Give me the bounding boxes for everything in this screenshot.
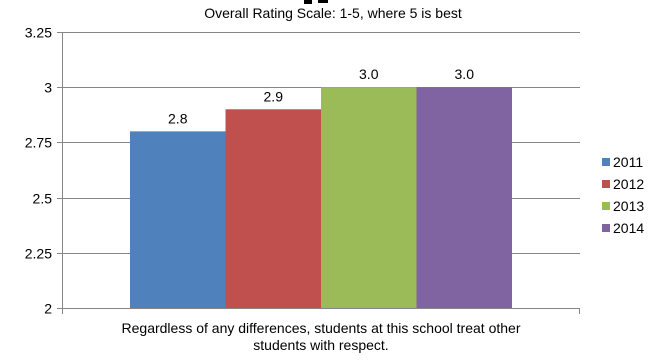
axes (57, 32, 580, 314)
legend-label-2013: 2013 (613, 198, 644, 214)
legend-swatch-2014 (602, 224, 610, 232)
legend-swatch-2012 (602, 180, 610, 188)
data-label-2014: 3.0 (455, 66, 475, 82)
legend-swatch-2013 (602, 202, 610, 210)
bar-2012 (225, 109, 321, 308)
bar-2013 (321, 87, 417, 308)
y-tick-label: 2.5 (33, 191, 53, 207)
legend-swatch-2011 (602, 158, 610, 166)
data-label-2013: 3.0 (359, 66, 379, 82)
bar-2011 (130, 131, 226, 308)
y-tick-label: 2.75 (25, 135, 52, 151)
cropped-title-fragment (304, 0, 328, 4)
data-labels: 2.8 2.9 3.0 3.0 (168, 66, 474, 126)
legend-label-2011: 2011 (613, 154, 643, 170)
legend-label-2014: 2014 (613, 220, 644, 236)
y-tick-labels: 2 2.25 2.5 2.75 3 3.25 (25, 25, 52, 317)
legend-label-2012: 2012 (613, 176, 644, 192)
y-tick-label: 3 (44, 80, 52, 96)
category-label-line: students with respect. (253, 337, 388, 353)
category-label: Regardless of any differences, students … (122, 320, 521, 353)
y-tick-label: 2.25 (25, 246, 52, 262)
bars (130, 87, 512, 308)
y-tick-label: 3.25 (25, 25, 52, 41)
data-label-2012: 2.9 (264, 88, 284, 104)
data-label-2011: 2.8 (168, 110, 188, 126)
bar-2014 (416, 87, 512, 308)
category-label-line: Regardless of any differences, students … (122, 320, 521, 336)
chart-subtitle: Overall Rating Scale: 1-5, where 5 is be… (204, 5, 462, 21)
y-tick-label: 2 (44, 301, 52, 317)
legend: 2011 2012 2013 2014 (602, 154, 644, 236)
